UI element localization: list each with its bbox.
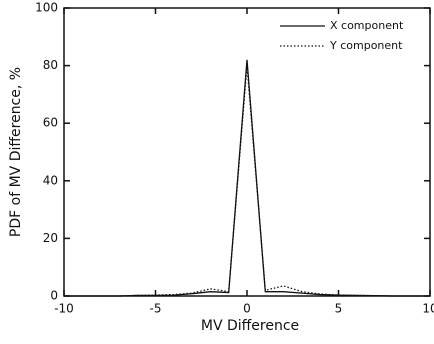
x-tick-label: 0	[243, 302, 251, 316]
y-tick-label: 20	[43, 231, 58, 245]
data-line	[64, 59, 430, 297]
x-axis-label: MV Difference	[201, 318, 299, 334]
legend-label: X component	[330, 19, 404, 32]
x-tick-label: 10	[422, 302, 434, 316]
y-tick-label: 80	[43, 58, 58, 72]
x-tick-label: -5	[150, 302, 162, 316]
data-line	[64, 65, 430, 297]
y-tick-label: 0	[50, 289, 58, 303]
y-axis-label: PDF of MV Difference, %	[8, 67, 24, 237]
y-tick-label: 60	[43, 116, 58, 130]
y-tick-label: 40	[43, 173, 58, 187]
x-tick-label: -10	[54, 302, 74, 316]
x-tick-label: 5	[335, 302, 343, 316]
y-tick-label: 100	[35, 1, 58, 15]
legend-label: Y component	[329, 39, 403, 52]
